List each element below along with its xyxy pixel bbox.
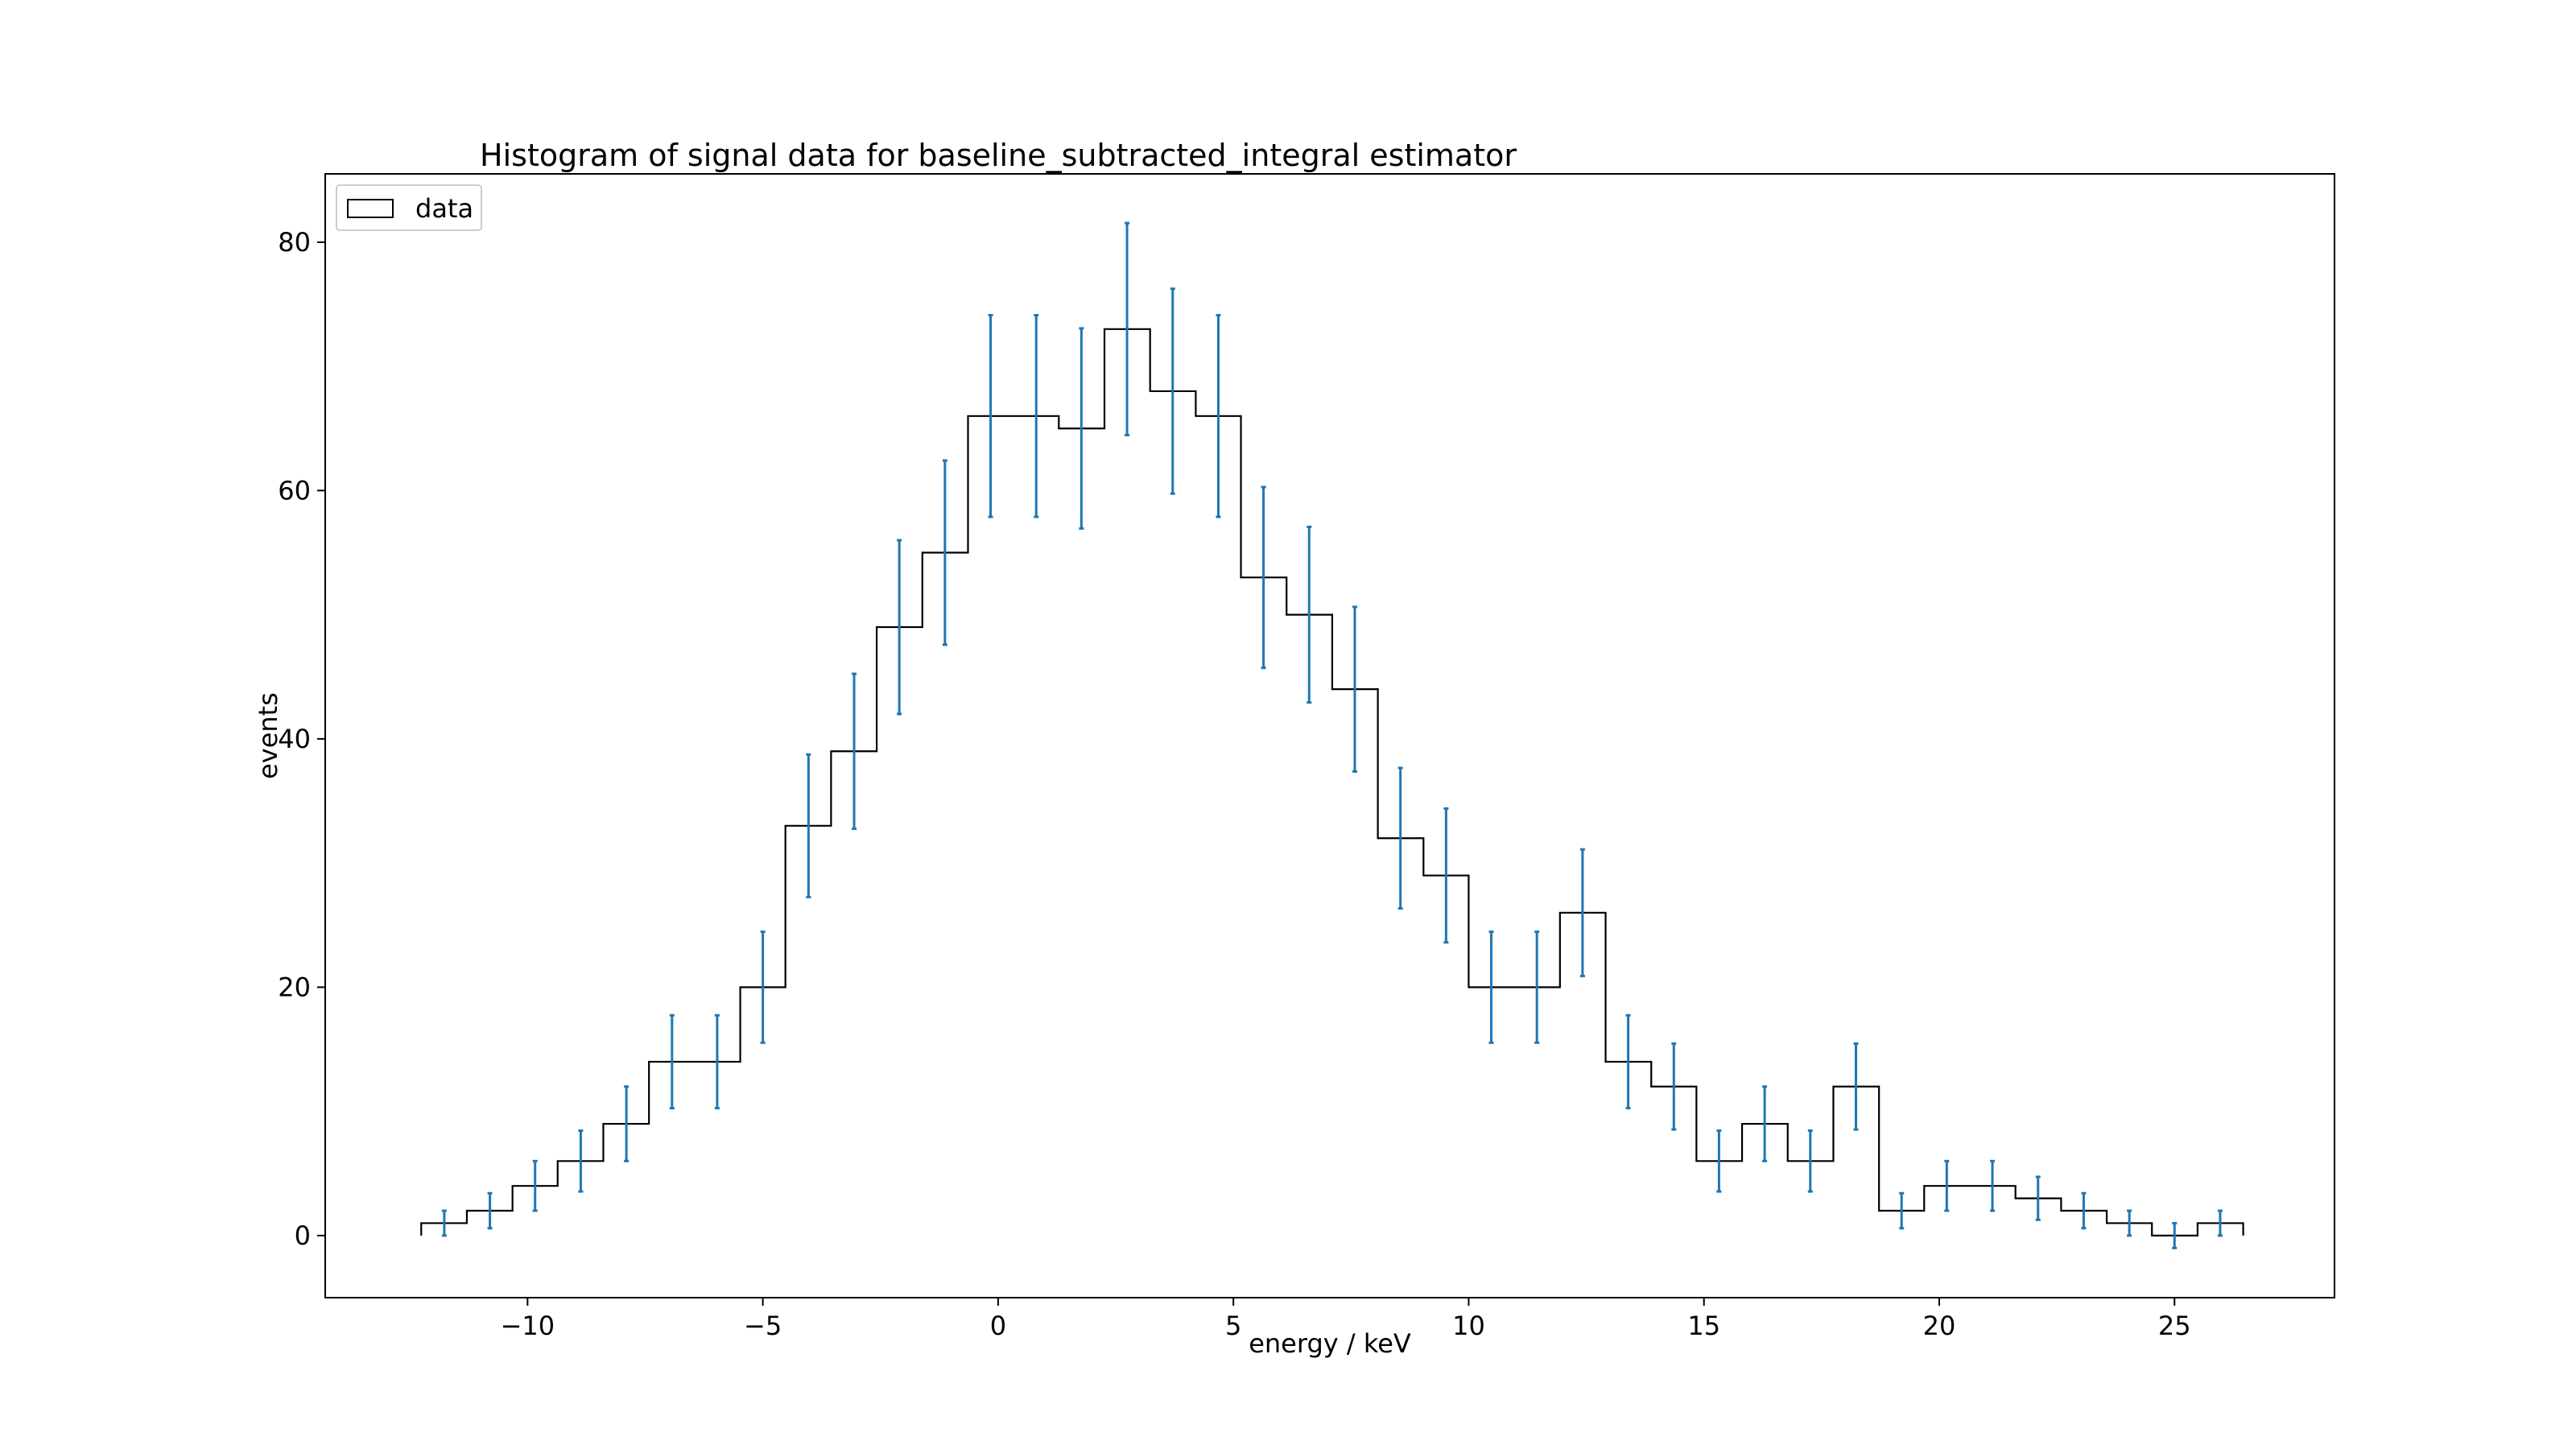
legend-swatch-data <box>347 199 394 218</box>
x-tick-label: −10 <box>501 1311 555 1341</box>
error-bar <box>714 1013 720 1110</box>
error-bar <box>1853 1042 1859 1131</box>
x-tick-label: −5 <box>744 1311 782 1341</box>
histogram-step-line <box>420 328 2244 1236</box>
error-bar <box>1261 485 1266 670</box>
error-bar <box>1397 766 1403 910</box>
y-axis: 0 20 40 60 80 <box>278 227 325 1251</box>
error-bar <box>487 1191 493 1230</box>
error-bar <box>1034 314 1039 518</box>
error-bar <box>2217 1209 2223 1237</box>
x-tick-label: 5 <box>1225 1311 1241 1341</box>
x-tick-label: 20 <box>1923 1311 1956 1341</box>
error-bar <box>988 314 993 518</box>
x-axis: −10 −5 0 5 10 15 20 25 <box>501 1298 2191 1341</box>
error-bar <box>1443 807 1449 944</box>
error-bar <box>1534 930 1540 1044</box>
error-bar <box>760 930 766 1044</box>
error-bar <box>1579 848 1585 977</box>
y-tick-label: 80 <box>278 227 311 258</box>
x-tick-label: 10 <box>1452 1311 1485 1341</box>
error-bar <box>1899 1191 1905 1230</box>
x-axis-label: energy / keV <box>1249 1328 1411 1359</box>
error-bar <box>2081 1191 2087 1230</box>
error-bar <box>1990 1159 1996 1212</box>
error-bar <box>1352 605 1357 773</box>
error-bar <box>2035 1175 2041 1221</box>
error-bar <box>1671 1042 1677 1131</box>
error-bar <box>578 1129 584 1193</box>
error-bar <box>852 672 857 831</box>
error-bar <box>1488 930 1494 1044</box>
error-bar <box>1125 221 1130 437</box>
error-bar <box>806 753 811 898</box>
x-tick-label: 0 <box>990 1311 1006 1341</box>
error-bar <box>2127 1209 2132 1237</box>
error-bar <box>942 459 947 646</box>
error-bar <box>1307 526 1312 704</box>
error-bar <box>441 1209 447 1237</box>
error-bar <box>669 1013 675 1110</box>
error-bar <box>1944 1159 1950 1212</box>
error-bar <box>2172 1221 2178 1249</box>
error-bar <box>1216 314 1221 518</box>
error-bar <box>1170 287 1175 495</box>
error-bar <box>532 1159 538 1212</box>
legend-label-data: data <box>415 193 473 224</box>
x-tick-label: 15 <box>1687 1311 1720 1341</box>
y-tick-label: 60 <box>278 475 311 506</box>
y-tick-label: 40 <box>278 724 311 754</box>
chart-title: Histogram of signal data for baseline_su… <box>480 138 1517 173</box>
x-tick-label: 25 <box>2158 1311 2191 1341</box>
error-bar <box>1716 1129 1722 1193</box>
y-tick-label: 20 <box>278 972 311 1002</box>
legend: data <box>336 184 482 231</box>
error-bar <box>1807 1129 1813 1193</box>
y-tick-label: 0 <box>295 1220 311 1251</box>
axes-frame <box>324 173 2335 1298</box>
legend-box <box>336 184 482 231</box>
error-bar <box>1079 327 1084 530</box>
error-bar <box>1625 1013 1631 1110</box>
y-axis-label: events <box>253 692 283 779</box>
error-bar <box>1762 1085 1768 1162</box>
error-bar <box>624 1085 630 1162</box>
error-bar <box>897 539 902 716</box>
plot-area <box>420 221 2244 1249</box>
